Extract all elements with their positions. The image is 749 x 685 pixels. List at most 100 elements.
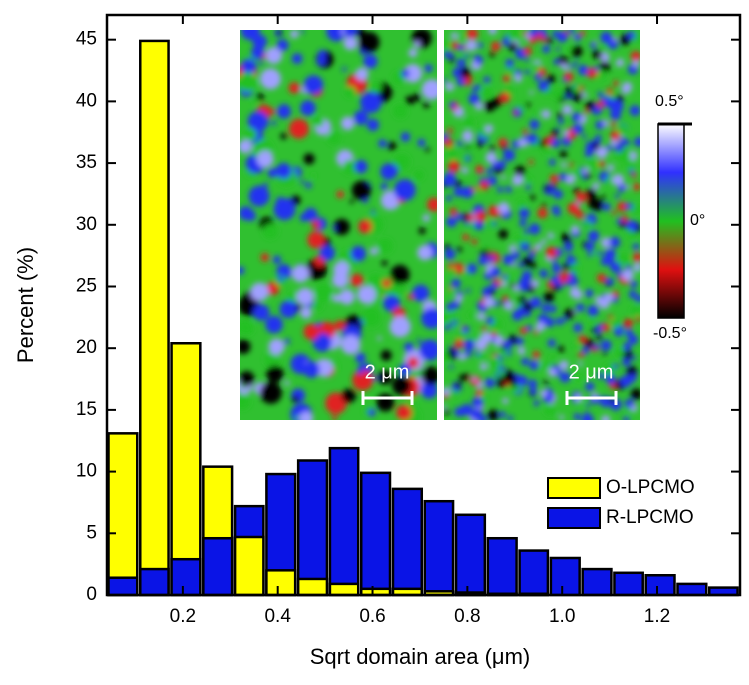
inset-blob (573, 413, 581, 420)
inset-blob (618, 149, 631, 162)
inset-blob (498, 229, 509, 240)
inset-blob (444, 408, 450, 415)
inset-blob (405, 95, 415, 105)
inset-blob (265, 315, 283, 334)
inset-blob (636, 270, 640, 275)
inset-blob (595, 344, 601, 350)
inset-blob (622, 358, 631, 367)
inset-blob (614, 347, 625, 358)
inset-blob (485, 316, 494, 325)
inset-blob (447, 145, 456, 155)
inset-blob (495, 372, 500, 377)
inset-blob (632, 243, 640, 251)
inset-blob (622, 269, 634, 281)
inset-blob (427, 197, 437, 212)
bar (296, 459, 329, 597)
inset-blob (316, 56, 326, 66)
inset-blob (452, 67, 463, 78)
inset-blob (490, 41, 501, 52)
inset-blob (628, 334, 639, 345)
inset-blob (340, 116, 355, 131)
inset-blob (529, 360, 539, 370)
inset-blob (556, 31, 568, 43)
inset-blob (479, 247, 490, 258)
inset-blob (578, 352, 584, 358)
inset-blob (574, 60, 579, 65)
inset-blob (446, 128, 453, 134)
inset-blob (600, 195, 606, 200)
inset-blob (475, 165, 484, 174)
inset-blob (502, 397, 509, 405)
inset-blob (252, 34, 267, 49)
inset-blob (514, 235, 521, 242)
inset-blob (600, 339, 612, 351)
inset-blob (607, 164, 615, 172)
inset-blob (631, 355, 637, 361)
inset-blob (468, 93, 480, 105)
inset-blob (549, 305, 557, 313)
inset-blob (518, 296, 526, 304)
inset-blob (472, 333, 481, 342)
inset-blob (498, 138, 508, 148)
inset-blob (541, 238, 547, 245)
inset-blob (488, 30, 498, 35)
inset-blob (355, 67, 369, 81)
inset-blob (589, 318, 595, 324)
inset-blob (595, 120, 605, 130)
inset-blob (531, 279, 540, 288)
inset-blob (552, 30, 559, 38)
inset-blob (501, 145, 507, 151)
inset-blob (551, 205, 561, 215)
inset-blob (403, 63, 423, 83)
inset-blob (363, 375, 372, 383)
inset-blob (259, 381, 282, 404)
inset-blob (617, 201, 628, 212)
inset-blob (344, 85, 356, 98)
inset-blob (546, 74, 556, 84)
inset-blob (264, 351, 281, 368)
bar (139, 567, 170, 597)
inset-blob (474, 84, 482, 91)
inset-blob (526, 324, 533, 331)
colorbar-label: -0.5° (653, 325, 687, 342)
inset-blob (603, 292, 614, 303)
inset-blob (444, 404, 447, 410)
inset-blob (500, 281, 507, 288)
inset-blob (296, 287, 314, 306)
inset-blob (629, 169, 635, 175)
inset-blob (303, 361, 320, 378)
inset-blob (612, 174, 625, 186)
inset-blob (585, 403, 590, 408)
inset-blob (478, 255, 488, 266)
inset-blob (332, 414, 338, 420)
inset-blob (553, 189, 563, 199)
inset-blob (311, 173, 316, 179)
inset-blob (594, 295, 604, 305)
inset-blob (546, 281, 554, 289)
bar (107, 576, 139, 597)
inset-blob (455, 331, 464, 340)
inset-blob (563, 242, 574, 252)
inset-blob (522, 31, 528, 36)
inset-blob (358, 37, 370, 50)
bar (170, 342, 202, 597)
inset-blob (474, 351, 480, 357)
inset-blob (380, 190, 401, 211)
inset-blob (423, 101, 430, 109)
bar (328, 446, 360, 597)
x-tick-label: 1.0 (549, 606, 575, 627)
inset-blob (299, 30, 305, 34)
inset-blob (455, 294, 463, 303)
inset-blob (453, 187, 464, 197)
inset-blob (419, 339, 437, 361)
inset-blob (605, 374, 616, 385)
inset-blob (253, 304, 270, 321)
colorbar (657, 123, 685, 319)
legend-label: O-LPCMO (606, 477, 695, 498)
inset-blob (596, 273, 607, 283)
inset-blob (300, 179, 305, 184)
inset-blob (473, 220, 484, 231)
inset-blob (510, 71, 517, 78)
inset-blob (525, 184, 531, 190)
inset-blob (497, 202, 510, 214)
